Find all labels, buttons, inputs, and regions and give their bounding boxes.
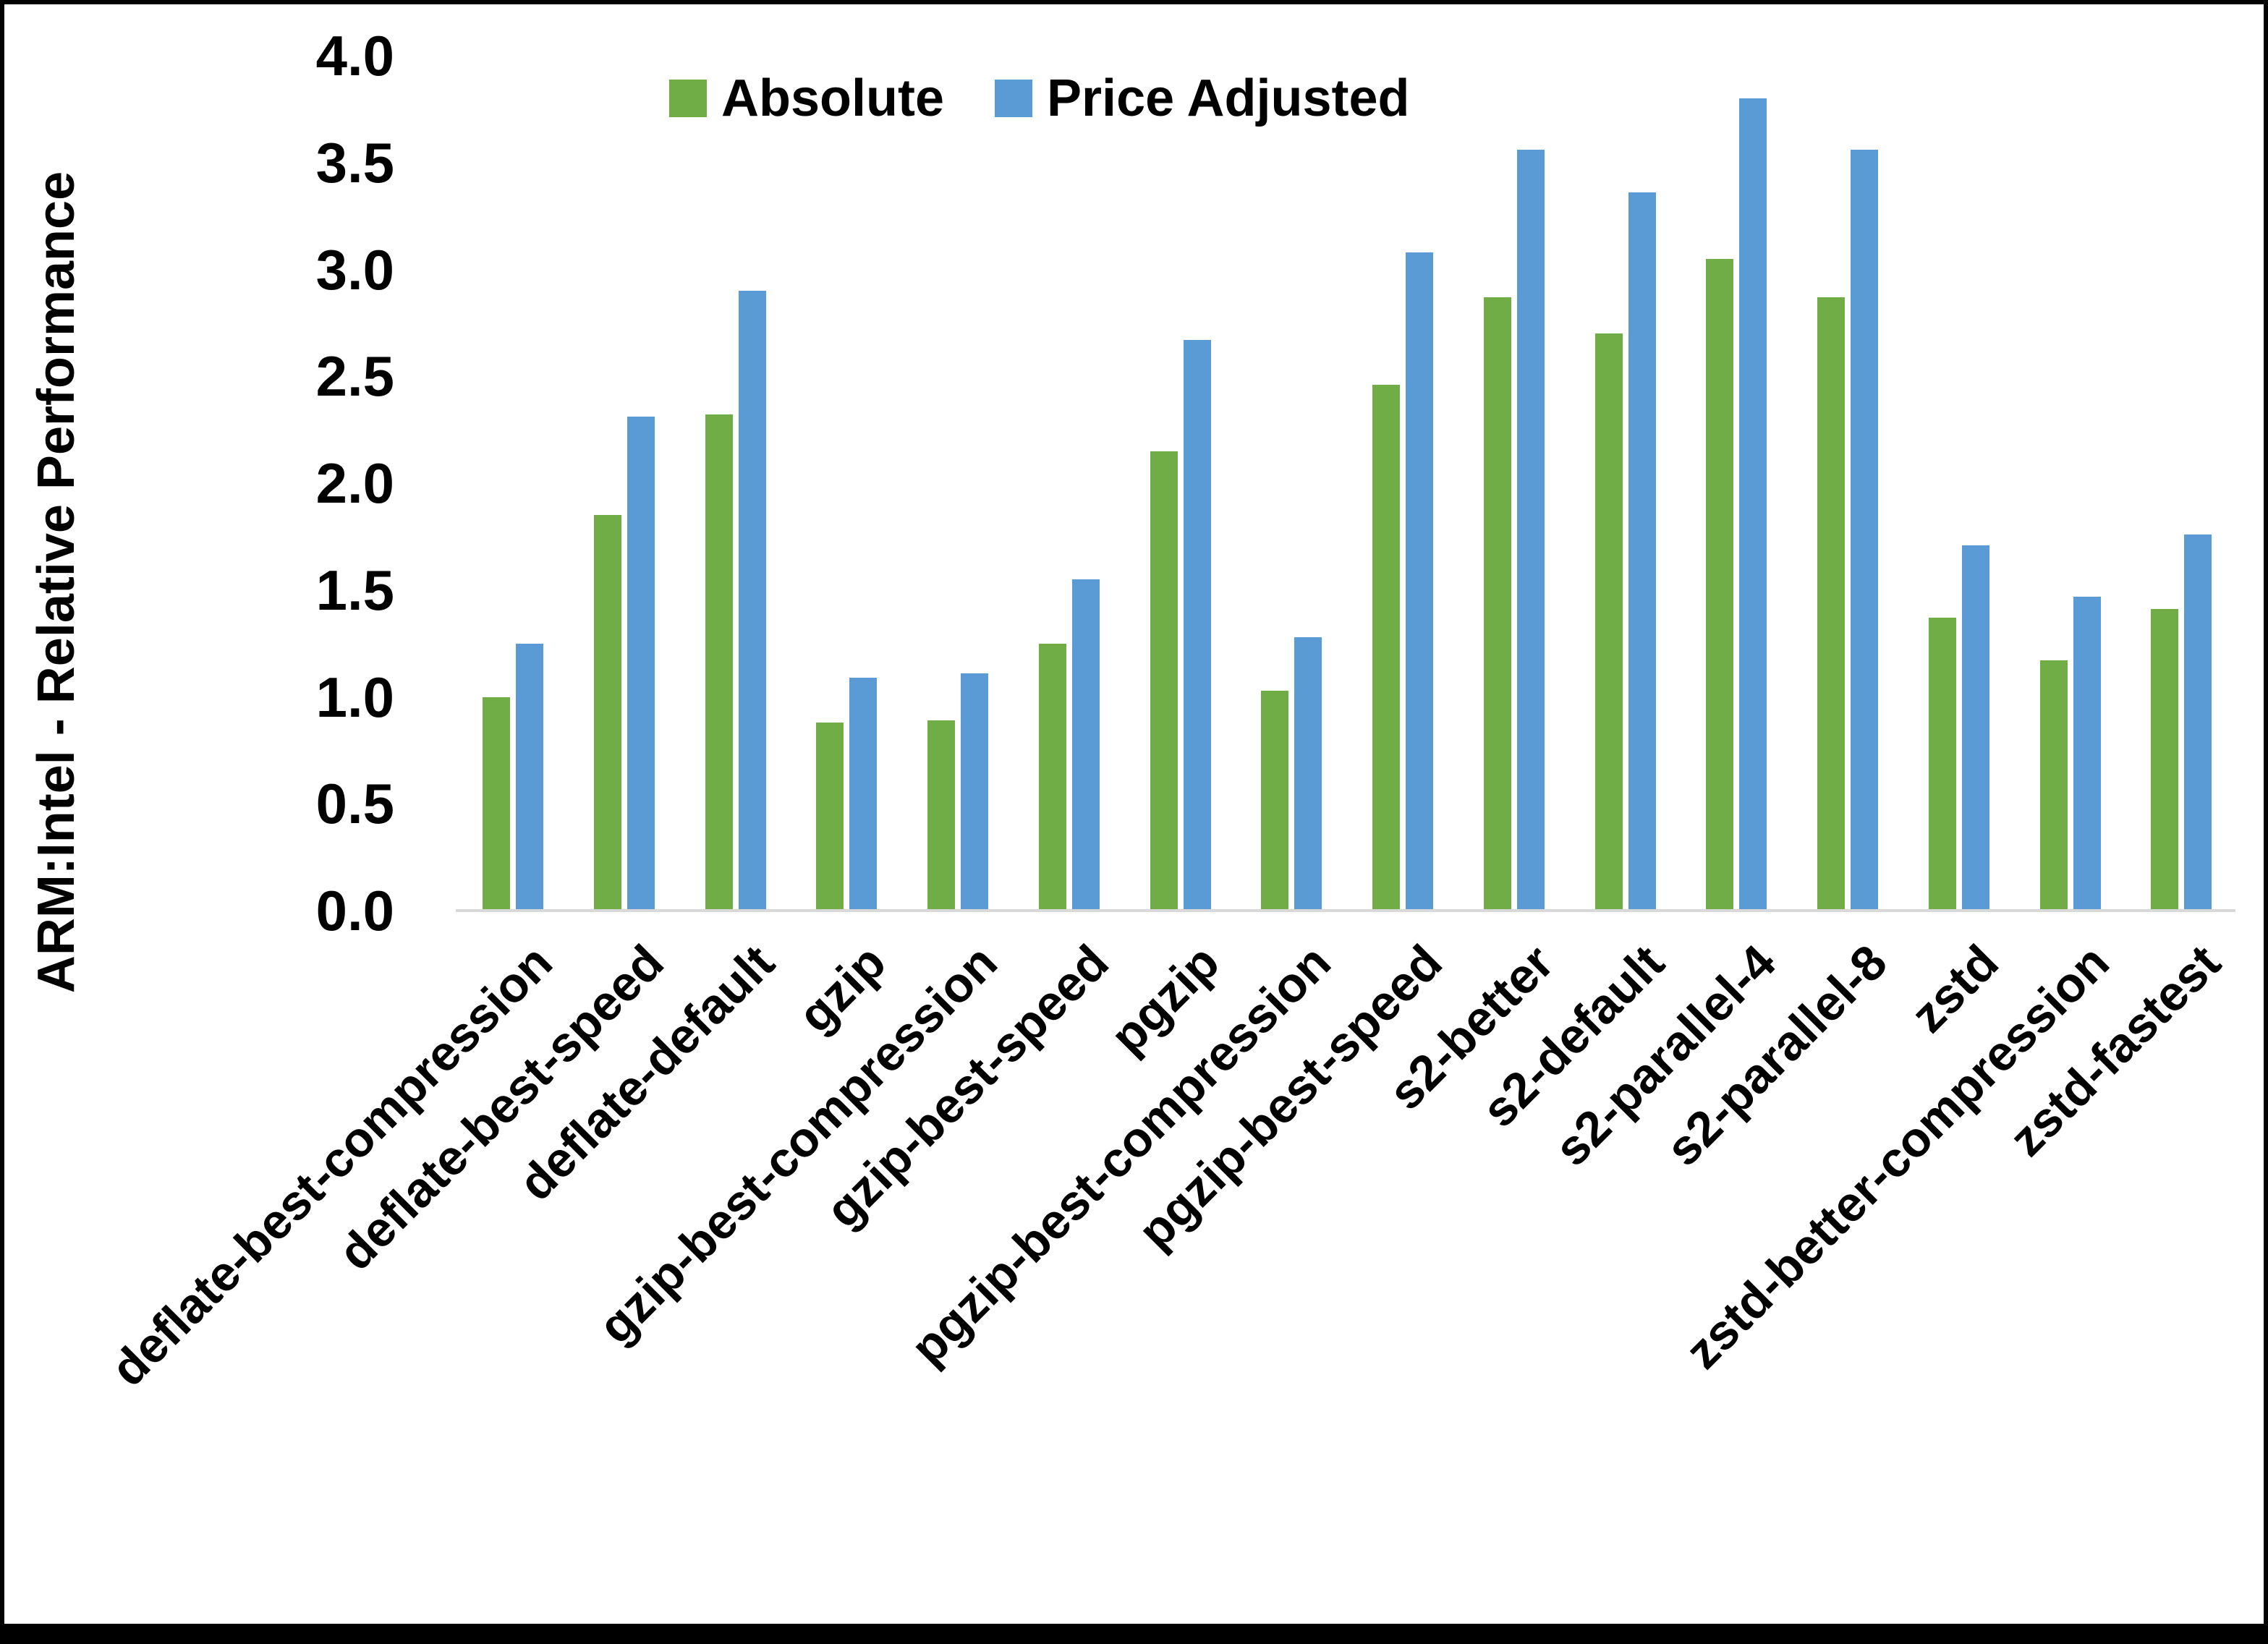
y-tick-label: 3.5 [315,130,394,195]
bar-price-adjusted [1851,150,1878,911]
legend-label-absolute: Absolute [721,69,945,127]
bar-absolute [593,515,621,911]
bar-absolute [1594,333,1623,911]
bar-absolute [2151,609,2179,911]
bar-absolute [1817,297,1845,911]
bar-price-adjusted [1628,192,1656,911]
bar-absolute [1038,643,1066,911]
bar-price-adjusted [516,643,543,911]
y-tick-label: 4.0 [315,24,394,88]
y-axis-title: ARM:Intel - Relative Performance [27,171,85,994]
bar-price-adjusted [627,417,655,911]
bar-price-adjusted [1739,98,1767,911]
frame-border-top [0,0,2268,4]
y-tick-label: 1.5 [315,558,394,622]
frame-border-left [0,0,4,1644]
bar-price-adjusted [961,673,988,911]
x-axis-line [456,909,2235,912]
y-tick-label: 0.5 [315,772,394,836]
bar-price-adjusted [849,677,878,911]
frame-border-bottom [0,1624,2268,1644]
legend-swatch-absolute [669,80,707,117]
bar-price-adjusted [738,291,766,911]
y-tick-label: 0.0 [315,879,394,942]
bar-absolute [1483,297,1511,911]
bar-price-adjusted [2073,596,2101,911]
bar-absolute [1928,618,1956,911]
y-tick-label: 2.5 [315,344,394,409]
bar-absolute [1150,451,1178,911]
bar-price-adjusted [1406,252,1433,911]
bar-price-adjusted [1071,579,1100,911]
bar-price-adjusted [1961,545,1989,911]
bar-absolute [927,720,955,911]
y-tick-label: 3.0 [315,237,394,302]
bar-absolute [705,414,733,911]
bar-price-adjusted [2184,534,2212,911]
bar-absolute [816,722,844,911]
y-tick-label: 2.0 [315,451,394,515]
bar-absolute [1372,385,1400,911]
bar-price-adjusted [1183,340,1211,911]
bar-absolute [1706,258,1734,911]
bar-price-adjusted [1516,150,1545,911]
y-tick-label: 1.0 [315,665,394,729]
frame-border-right [2264,0,2268,1644]
bar-absolute [2039,660,2068,911]
legend-label-price-adjusted: Price Adjusted [1047,69,1410,127]
legend-item-absolute: Absolute [669,72,944,124]
legend: Absolute Price Adjusted [669,72,1409,124]
bar-price-adjusted [1294,636,1322,911]
legend-item-price-adjusted: Price Adjusted [995,72,1409,124]
bar-absolute [1261,690,1289,911]
bar-absolute [483,697,510,911]
legend-swatch-price-adjusted [995,80,1033,117]
